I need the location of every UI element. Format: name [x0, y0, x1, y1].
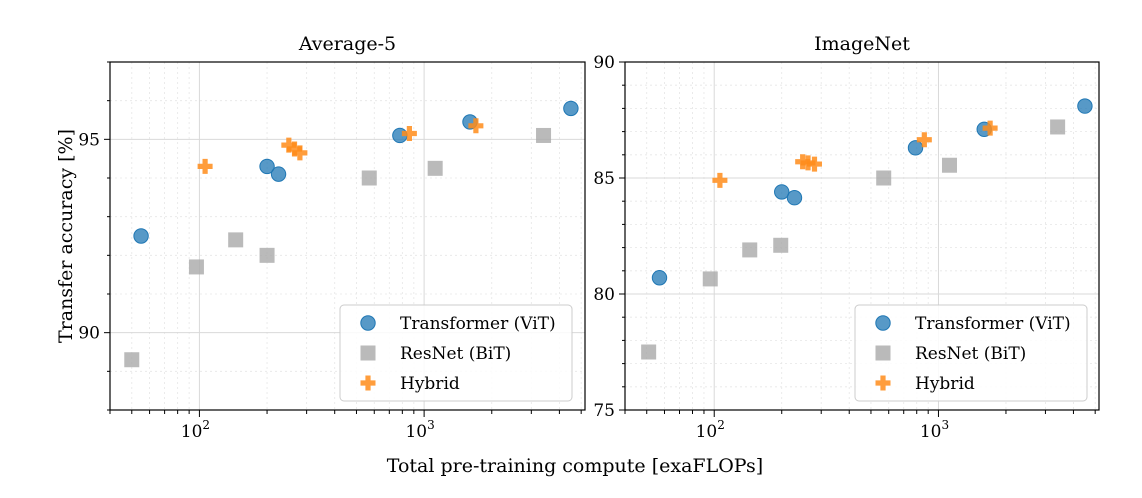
data-point-square — [188, 259, 204, 275]
data-point-plus — [287, 141, 303, 157]
data-point-circle — [259, 158, 275, 175]
data-point-square — [361, 170, 377, 186]
legend-label: Transformer (ViT) — [400, 314, 556, 334]
series-square — [124, 127, 552, 368]
data-point-circle — [786, 190, 803, 206]
data-point-square — [941, 157, 957, 173]
legend: Transformer (ViT) ResNet (BiT) Hybrid — [339, 304, 573, 402]
data-point-circle — [1077, 98, 1093, 114]
legend: Transformer (ViT) ResNet (BiT) Hybrid — [854, 304, 1088, 402]
data-point-plus — [292, 145, 308, 161]
legend-marker-circle — [360, 315, 376, 331]
x-tick-label: 103 — [920, 418, 949, 442]
data-point-plus — [712, 172, 728, 188]
y-tick-label: 95 — [78, 130, 100, 150]
series-plus — [712, 120, 998, 188]
chart-title: Average-5 — [298, 33, 396, 55]
legend-marker-square — [875, 345, 891, 361]
legend-label: Hybrid — [400, 374, 460, 394]
data-point-plus — [806, 156, 822, 172]
data-point-square — [876, 170, 892, 186]
plot-frame — [109, 61, 586, 411]
x-tick-label: 102 — [181, 418, 210, 442]
legend-box — [339, 304, 573, 402]
chart-panel-average-5: 102 103 90 95 Average-5 Transfer accuracy [%]… — [55, 33, 586, 442]
series-circle — [651, 98, 1093, 286]
data-point-circle — [907, 140, 924, 156]
x-axis-label: Total pre-training compute [exaFLOPs] — [387, 455, 763, 477]
data-point-square — [427, 160, 443, 176]
legend-marker-square — [360, 345, 376, 361]
data-point-square — [742, 242, 758, 258]
data-point-circle — [133, 228, 149, 244]
x-tick-label: 102 — [696, 418, 725, 442]
data-point-square — [641, 344, 657, 360]
series-square — [641, 119, 1066, 360]
data-point-plus — [197, 158, 213, 174]
data-point-square — [773, 237, 789, 253]
legend-marker-plus — [360, 375, 376, 391]
x-tick-label: 103 — [405, 418, 434, 442]
data-point-square — [702, 271, 718, 287]
data-point-square — [536, 127, 552, 143]
data-point-circle — [651, 270, 668, 286]
data-point-plus — [982, 120, 998, 136]
plot-frame — [624, 61, 1100, 411]
legend-marker-plus — [875, 375, 891, 391]
series-circle — [133, 100, 579, 244]
data-point-square — [124, 352, 140, 368]
data-point-plus — [281, 137, 297, 153]
data-point-plus — [468, 118, 484, 134]
data-point-plus — [916, 132, 932, 148]
legend-box — [854, 304, 1088, 402]
chart-title: ImageNet — [814, 33, 910, 55]
legend-label: Transformer (ViT) — [915, 314, 1071, 334]
data-point-circle — [270, 166, 287, 182]
data-point-plus — [401, 126, 417, 142]
data-point-circle — [563, 100, 579, 117]
data-point-square — [259, 247, 275, 263]
y-axis-label: Transfer accuracy [%] — [55, 129, 77, 343]
legend-label: Hybrid — [915, 374, 975, 394]
data-point-square — [228, 232, 244, 248]
y-tick-label: 90 — [593, 53, 615, 73]
data-point-circle — [774, 184, 790, 200]
legend-label: ResNet (BiT) — [400, 344, 511, 364]
y-tick-label: 90 — [78, 324, 100, 344]
data-point-square — [1050, 119, 1066, 135]
series-plus — [197, 118, 484, 174]
y-tick-label: 75 — [593, 401, 615, 421]
y-tick-label: 85 — [593, 169, 615, 189]
legend-label: ResNet (BiT) — [915, 344, 1026, 364]
legend-marker-circle — [875, 315, 891, 331]
y-tick-label: 80 — [593, 285, 615, 305]
chart-panel-imagenet: 102 103 75 80 85 90 ImageNet Transformer (ViT) R… — [593, 33, 1100, 442]
